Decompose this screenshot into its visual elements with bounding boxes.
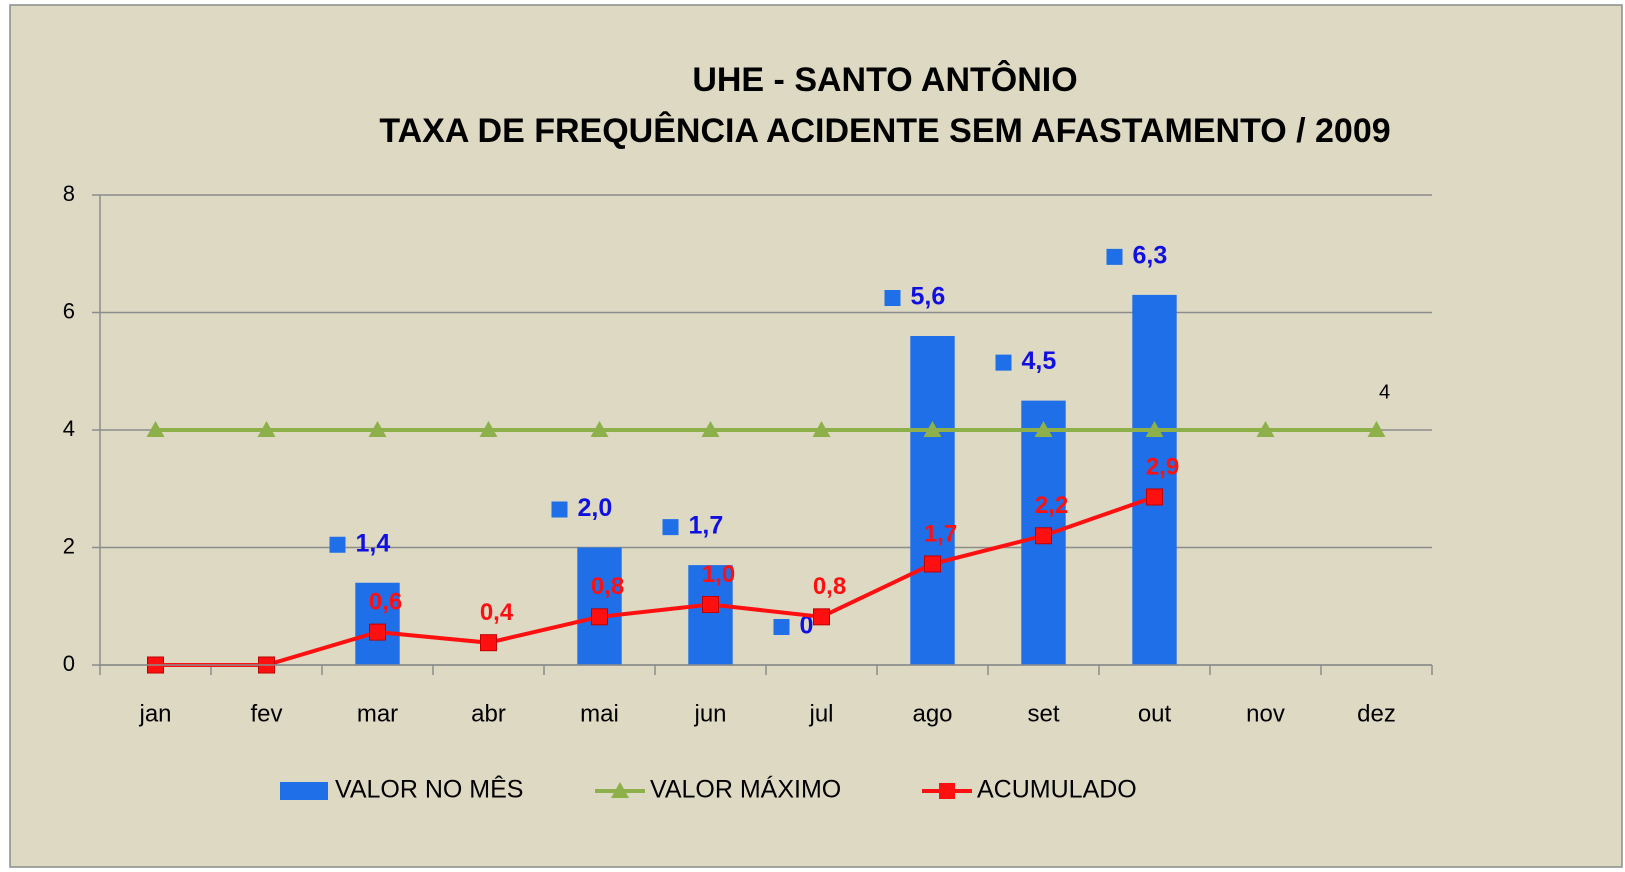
marker (368, 421, 387, 437)
chart-subtitle: TAXA DE FREQUÊNCIA ACIDENTE SEM AFASTAME… (379, 112, 1390, 150)
data-label: 2,0 (578, 494, 613, 522)
data-label: 2,2 (1035, 492, 1068, 519)
marker (590, 421, 609, 437)
bar (1132, 294, 1177, 665)
x-tick-label: jan (138, 700, 171, 727)
marker (591, 608, 608, 626)
marker (479, 421, 498, 437)
label-key (662, 519, 679, 536)
marker (146, 421, 165, 437)
data-label: 0,4 (480, 599, 514, 626)
data-label: 4 (1379, 381, 1390, 403)
x-tick-label: jul (808, 700, 833, 727)
data-label: 2,9 (1146, 453, 1179, 480)
data-label: 5,6 (911, 283, 946, 311)
x-tick-label: fev (250, 700, 282, 727)
data-label: 1,0 (702, 561, 735, 588)
marker (813, 608, 830, 626)
line (155, 495, 1156, 667)
label-key (995, 354, 1012, 371)
marker (1367, 421, 1386, 437)
label-key (551, 501, 568, 518)
bar (688, 565, 733, 665)
bar (910, 336, 955, 665)
y-tick-label: 8 (63, 181, 75, 206)
y-tick-label: 4 (63, 416, 75, 441)
data-label: 0 (800, 612, 814, 640)
data-label: 0,6 (369, 588, 402, 615)
y-tick-label: 2 (63, 533, 75, 558)
data-label: 0,8 (813, 573, 846, 600)
marker (701, 421, 720, 437)
legend-label: ACUMULADO (977, 776, 1137, 804)
marker (1256, 421, 1275, 437)
marker (1145, 421, 1164, 437)
legend-marker (611, 782, 629, 798)
y-tick-label: 6 (63, 298, 75, 323)
data-label: 0,8 (591, 573, 624, 600)
marker (257, 421, 276, 437)
x-tick-label: ago (912, 700, 952, 727)
chart-title: UHE - SANTO ANTÔNIO (692, 60, 1077, 99)
marker (1034, 421, 1053, 437)
x-tick-label: nov (1246, 700, 1285, 727)
marker (1035, 527, 1052, 545)
y-tick-label: 0 (63, 651, 75, 676)
data-label: 1,4 (356, 529, 391, 557)
data-label: 6,3 (1133, 241, 1168, 269)
data-label: 1,7 (689, 512, 724, 540)
data-label: 1,7 (924, 520, 957, 547)
marker (702, 595, 719, 613)
marker (924, 555, 941, 573)
label-key (773, 619, 790, 635)
x-tick-label: jun (693, 700, 726, 727)
x-tick-label: dez (1357, 700, 1396, 727)
legend-key (280, 782, 328, 800)
label-key (884, 290, 901, 306)
legend-marker (939, 783, 955, 799)
marker (812, 421, 831, 437)
x-tick-label: mar (357, 700, 398, 727)
legend-label: VALOR NO MÊS (335, 775, 523, 804)
marker (923, 421, 942, 437)
data-label: 4,5 (1022, 347, 1057, 375)
x-tick-label: set (1027, 700, 1059, 727)
marker (369, 623, 386, 641)
x-tick-label: mai (580, 700, 619, 727)
bar (577, 547, 622, 665)
label-key (329, 536, 346, 553)
marker (480, 634, 497, 652)
x-tick-label: out (1138, 700, 1172, 727)
marker (1146, 488, 1163, 506)
x-tick-label: abr (471, 700, 506, 727)
label-key (1106, 248, 1123, 265)
legend-label: VALOR MÁXIMO (650, 775, 841, 804)
